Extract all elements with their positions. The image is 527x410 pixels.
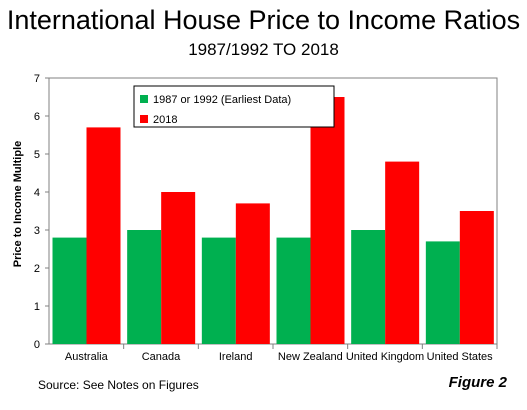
bar-australia-2018 [86, 127, 121, 345]
y-tick-label: 1 [34, 301, 40, 313]
bar-canada-2018 [161, 192, 196, 344]
x-tick-label: New Zealand [278, 351, 343, 363]
y-tick-label: 6 [34, 111, 40, 123]
x-tick-label: United States [427, 351, 494, 363]
x-tick-label: United Kingdom [346, 351, 424, 363]
bar-united-kingdom-earliest [351, 230, 386, 344]
legend-box [133, 85, 335, 128]
bar-new-zealand-2018 [310, 97, 345, 344]
x-tick-label: Canada [142, 351, 181, 363]
y-tick-label: 0 [34, 339, 40, 351]
x-tick-label: Australia [65, 351, 109, 363]
legend-label: 2018 [153, 114, 177, 126]
bar-united-states-2018 [459, 211, 494, 344]
chart-title: International House Price to Income Rati… [6, 5, 521, 35]
bar-united-kingdom-2018 [385, 161, 420, 344]
bar-canada-earliest [127, 230, 162, 344]
bar-united-states-earliest [425, 241, 460, 344]
y-tick-label: 2 [34, 263, 40, 275]
bar-ireland-earliest [201, 237, 236, 344]
x-tick-label: Ireland [219, 351, 253, 363]
legend-label: 1987 or 1992 (Earliest Data) [153, 94, 291, 106]
bar-australia-earliest [52, 237, 87, 344]
chart-subtitle: 1987/1992 TO 2018 [188, 40, 339, 59]
y-tick-label: 7 [34, 73, 40, 85]
figure-label: Figure 2 [448, 374, 507, 391]
bar-ireland-2018 [235, 203, 270, 344]
y-tick-label: 3 [34, 225, 40, 237]
y-tick-label: 4 [34, 187, 40, 199]
legend-swatch [140, 95, 148, 103]
y-tick-label: 5 [34, 149, 40, 161]
bar-new-zealand-earliest [276, 237, 311, 344]
source-note: Source: See Notes on Figures [38, 378, 199, 392]
legend-swatch [140, 115, 148, 123]
